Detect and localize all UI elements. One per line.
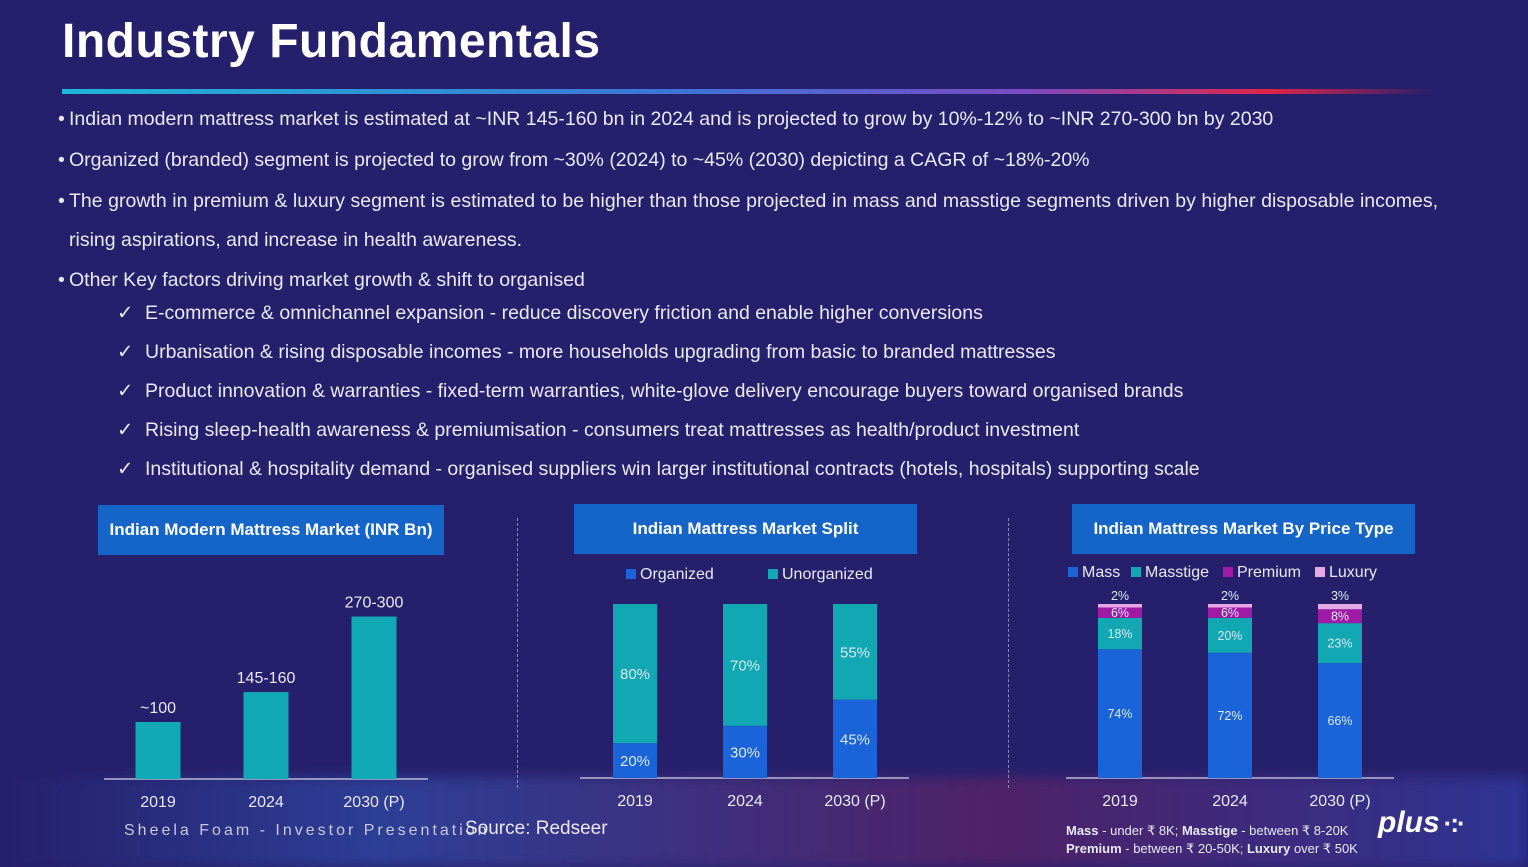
page-title: Industry Fundamentals bbox=[62, 15, 601, 68]
legend-swatch bbox=[1223, 567, 1233, 577]
bullet-dot: • bbox=[58, 108, 65, 130]
price-note-line-1: Mass - under ₹ 8K; Masstige - between ₹ … bbox=[1066, 823, 1349, 838]
legend-label: Organized bbox=[640, 566, 714, 583]
check-icon: ✓ bbox=[117, 302, 134, 324]
legend-label: Mass bbox=[1082, 564, 1120, 581]
data-label: 145-160 bbox=[237, 670, 296, 687]
bullet-item: • Organized (branded) segment is projecte… bbox=[58, 141, 1438, 180]
bar-segment bbox=[613, 743, 657, 778]
brand-symbol-icon: ·:· bbox=[1443, 808, 1466, 838]
bullet-list: • Indian modern mattress market is estima… bbox=[58, 100, 1438, 300]
check-icon: ✓ bbox=[117, 419, 134, 441]
data-label: 80% bbox=[620, 666, 650, 683]
market-split-chart-title: Indian Mattress Market Split bbox=[574, 504, 917, 554]
source-note: Source: Redseer bbox=[465, 818, 608, 839]
x-tick-label: 2019 bbox=[140, 794, 176, 811]
data-label: 6% bbox=[1221, 606, 1239, 620]
data-label: 66% bbox=[1327, 714, 1352, 728]
bullet-dot: • bbox=[58, 190, 65, 212]
x-tick-label: 2019 bbox=[1102, 793, 1138, 810]
check-item: ✓ E-commerce & omnichannel expansion - re… bbox=[117, 294, 1200, 333]
legend-swatch bbox=[1131, 567, 1141, 577]
data-label: 18% bbox=[1107, 627, 1132, 641]
check-icon: ✓ bbox=[117, 458, 134, 480]
data-label: ~100 bbox=[140, 700, 176, 717]
x-tick-label: 2024 bbox=[727, 793, 763, 810]
bar bbox=[351, 616, 397, 779]
bar bbox=[135, 722, 181, 779]
bar-segment bbox=[1318, 623, 1362, 664]
check-item: ✓ Product innovation & warranties - fixed… bbox=[117, 372, 1200, 411]
bar-segment bbox=[1318, 663, 1362, 778]
presenter-label: Sheela Foam - Investor Presentation bbox=[124, 822, 490, 839]
data-label: 74% bbox=[1107, 707, 1132, 721]
chart-divider bbox=[517, 518, 518, 788]
data-label: 72% bbox=[1217, 709, 1242, 723]
market-size-chart-title: Indian Modern Mattress Market (INR Bn) bbox=[98, 505, 444, 555]
check-icon: ✓ bbox=[117, 380, 134, 402]
x-tick-label: 2024 bbox=[248, 794, 284, 811]
bar-segment bbox=[1318, 604, 1362, 610]
bar-segment bbox=[723, 725, 767, 778]
legend-label: Luxury bbox=[1329, 564, 1377, 581]
bullet-dot: • bbox=[58, 149, 65, 171]
x-tick-label: 2030 (P) bbox=[824, 793, 885, 810]
legend-label: Unorganized bbox=[782, 566, 873, 583]
data-label: 20% bbox=[1217, 629, 1242, 643]
bar-segment bbox=[1208, 652, 1252, 778]
bullet-item: • Other Key factors driving market growth… bbox=[58, 261, 1438, 300]
data-label: 23% bbox=[1327, 637, 1352, 651]
bar-segment bbox=[613, 604, 657, 744]
bullet-dot: • bbox=[58, 269, 65, 291]
legend-swatch bbox=[768, 569, 778, 579]
data-label: 45% bbox=[840, 731, 870, 748]
data-label: 3% bbox=[1331, 589, 1349, 603]
data-label: 2% bbox=[1221, 589, 1239, 603]
bar-segment bbox=[1098, 604, 1142, 608]
check-icon: ✓ bbox=[117, 341, 134, 363]
title-underline bbox=[62, 89, 1434, 94]
data-label: 55% bbox=[840, 644, 870, 661]
bar bbox=[243, 692, 289, 779]
legend-label: Masstige bbox=[1145, 564, 1209, 581]
bar-segment bbox=[833, 604, 877, 700]
check-item: ✓ Institutional & hospitality demand - or… bbox=[117, 450, 1200, 489]
check-item: ✓ Urbanisation & rising disposable income… bbox=[117, 333, 1200, 372]
brand-logo: plus ·:· bbox=[1378, 806, 1466, 839]
chart-divider bbox=[1008, 518, 1009, 788]
data-label: 2% bbox=[1111, 589, 1129, 603]
check-list: ✓ E-commerce & omnichannel expansion - re… bbox=[117, 294, 1200, 489]
bar-segment bbox=[723, 604, 767, 726]
data-label: 8% bbox=[1331, 610, 1349, 624]
price-type-note: Mass - under ₹ 8K; Masstige - between ₹ … bbox=[1066, 822, 1358, 858]
x-tick-label: 2030 (P) bbox=[1309, 793, 1370, 810]
price-type-chart-title: Indian Mattress Market By Price Type bbox=[1072, 504, 1415, 554]
data-label: 70% bbox=[730, 657, 760, 674]
data-label: 30% bbox=[730, 744, 760, 761]
bullet-item: • The growth in premium & luxury segment … bbox=[58, 182, 1438, 260]
legend-label: Premium bbox=[1237, 564, 1301, 581]
legend-swatch bbox=[1068, 567, 1078, 577]
x-tick-label: 2030 (P) bbox=[343, 794, 404, 811]
data-label: 270-300 bbox=[345, 595, 404, 612]
data-label: 6% bbox=[1111, 606, 1129, 620]
legend-swatch bbox=[1315, 567, 1325, 577]
bar-segment bbox=[1318, 609, 1362, 624]
bar-segment bbox=[1208, 607, 1252, 618]
price-note-line-2: Premium - between ₹ 20-50K; Luxury over … bbox=[1066, 841, 1358, 856]
bar-segment bbox=[1208, 617, 1252, 653]
bar-segment bbox=[1098, 607, 1142, 618]
x-tick-label: 2019 bbox=[617, 793, 653, 810]
bar-segment bbox=[1098, 649, 1142, 778]
data-label: 20% bbox=[620, 753, 650, 770]
bar-segment bbox=[833, 699, 877, 778]
x-tick-label: 2024 bbox=[1212, 793, 1248, 810]
legend-swatch bbox=[626, 569, 636, 579]
bar-segment bbox=[1208, 604, 1252, 608]
bar-segment bbox=[1098, 617, 1142, 650]
check-item: ✓ Rising sleep-health awareness & premium… bbox=[117, 411, 1200, 450]
bullet-item: • Indian modern mattress market is estima… bbox=[58, 100, 1438, 139]
